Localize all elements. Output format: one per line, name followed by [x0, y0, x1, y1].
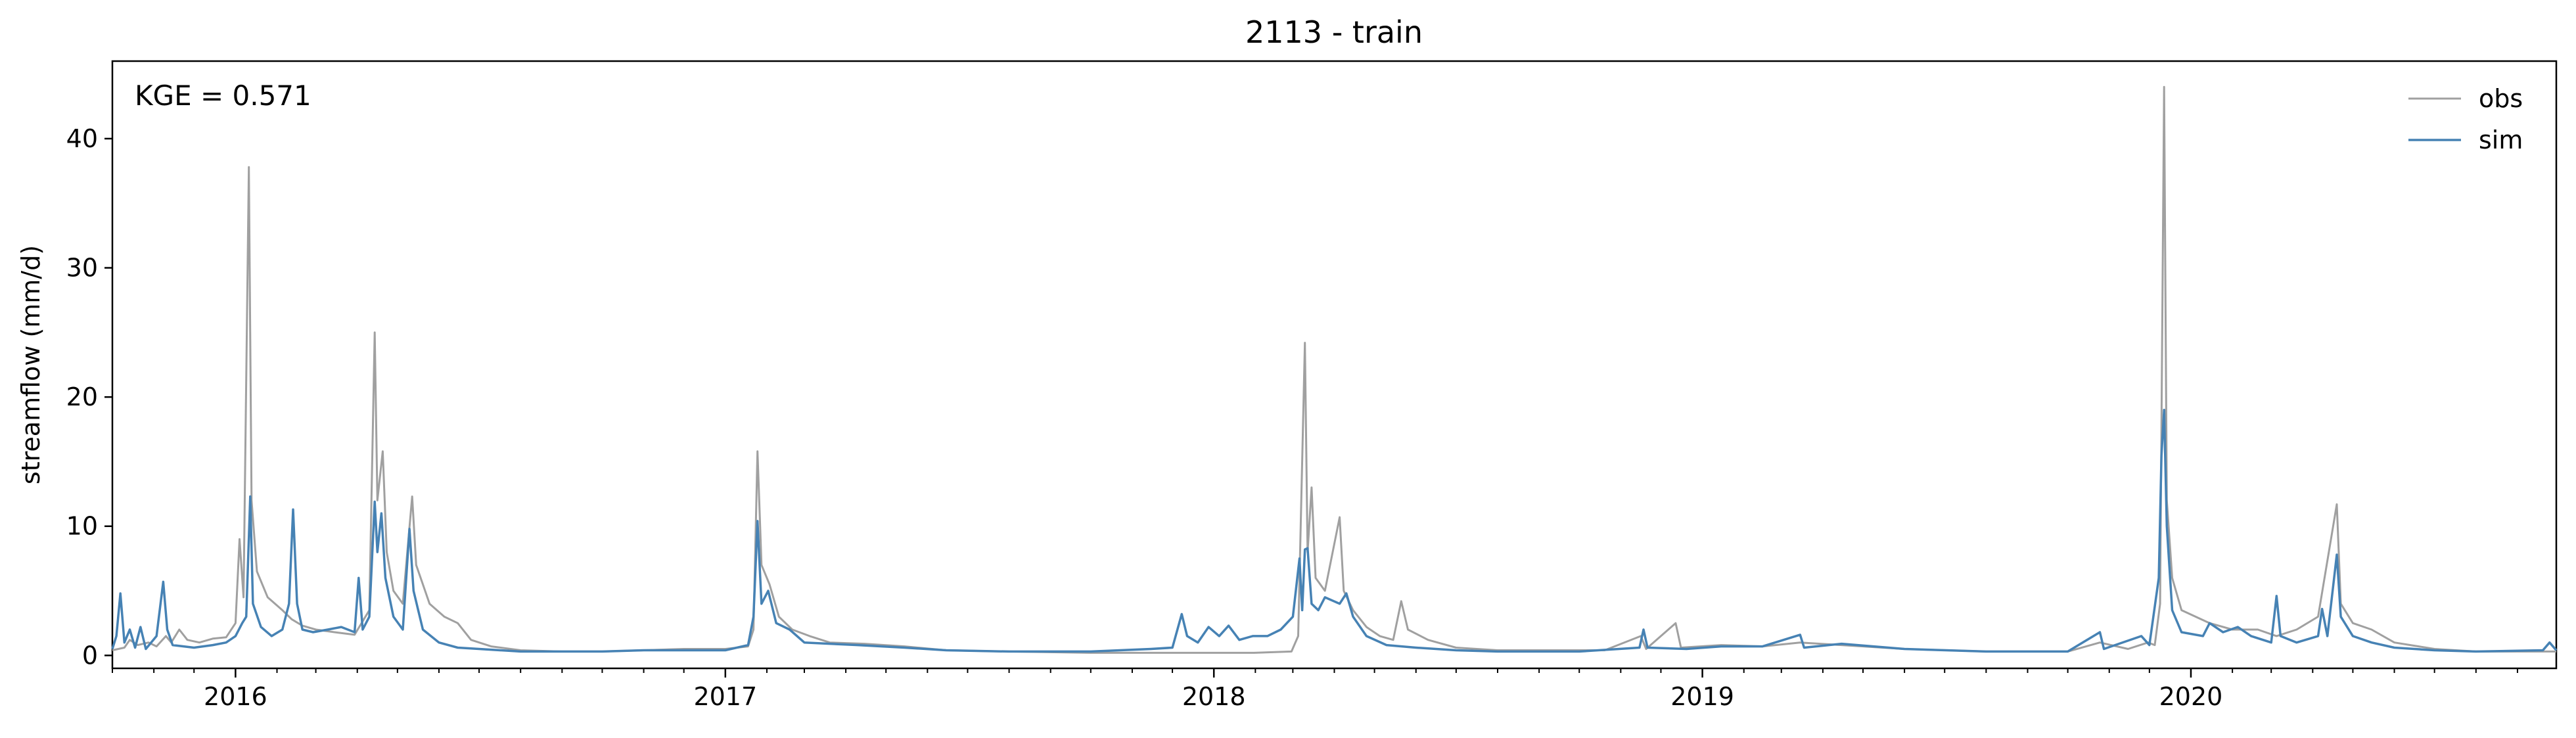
y-tick-label: 30 [66, 254, 98, 283]
y-axis-ticks: 0 10 20 30 40 [66, 124, 112, 670]
y-tick-label: 40 [66, 124, 98, 153]
legend: obs sim [2408, 84, 2523, 154]
x-axis-ticks: 2016 2017 2018 2019 2020 [112, 668, 2518, 711]
series-line-obs [112, 85, 2556, 654]
x-tick-label: 2019 [1670, 682, 1734, 711]
x-tick-label: 2018 [1182, 682, 1246, 711]
y-tick-label: 0 [82, 641, 98, 670]
y-tick-label: 20 [66, 382, 98, 411]
x-tick-label: 2020 [2159, 682, 2223, 711]
chart-title: 2113 - train [1245, 14, 1423, 50]
x-tick-label: 2017 [693, 682, 757, 711]
legend-label-obs: obs [2479, 84, 2523, 113]
series-line-sim [111, 409, 2558, 653]
kge-annotation: KGE = 0.571 [135, 80, 311, 112]
y-axis-label: streamflow (mm/d) [16, 245, 45, 484]
y-tick-label: 10 [66, 512, 98, 541]
legend-label-sim: sim [2479, 126, 2523, 154]
series-layer [111, 85, 2558, 654]
x-tick-label: 2016 [204, 682, 267, 711]
plot-frame [111, 60, 2558, 670]
